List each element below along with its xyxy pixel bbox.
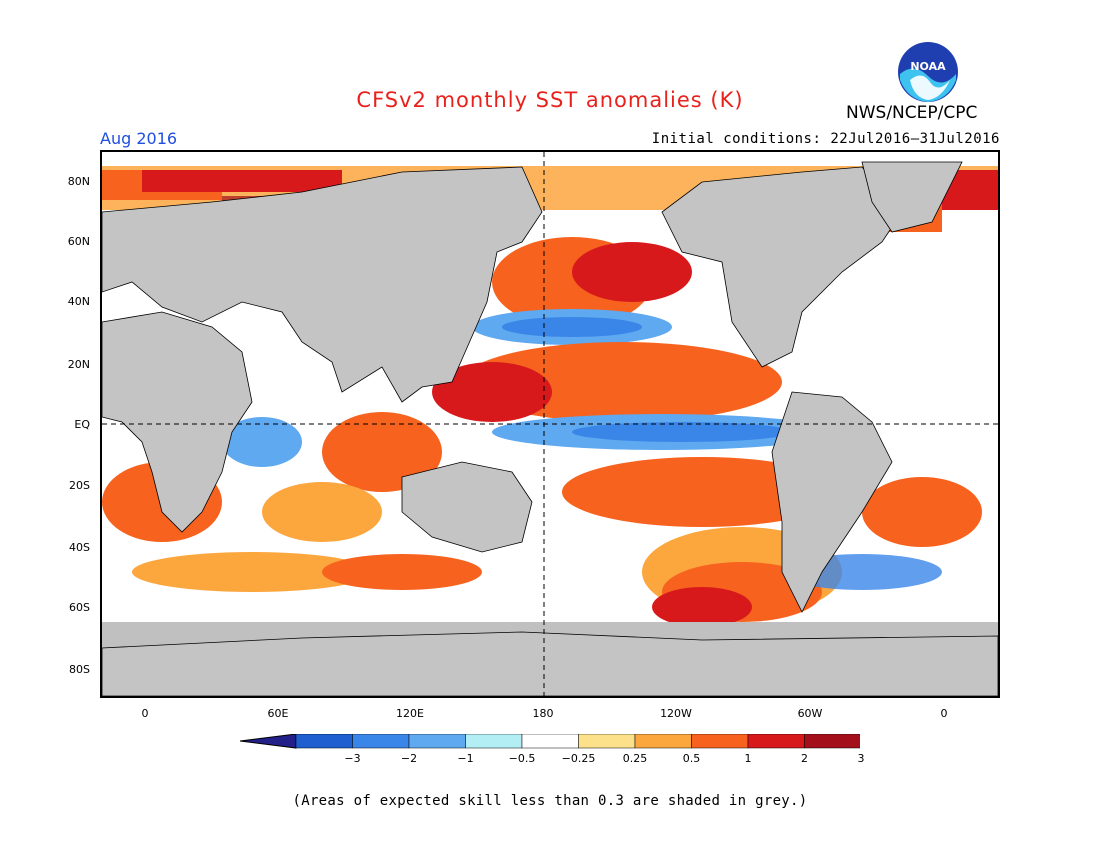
colorbar-swatch [352, 733, 410, 749]
colorbar-swatch [747, 733, 805, 749]
latitude-label: 80N [67, 175, 90, 188]
longitude-label: 60W [797, 707, 823, 720]
latitude-label: 20S [69, 479, 90, 492]
colorbar-label: 2 [801, 752, 808, 765]
colorbar-swatch [804, 733, 862, 749]
colorbar-swatch [521, 733, 579, 749]
longitude-label: 0 [141, 707, 149, 720]
latitude-label: 60S [69, 601, 90, 614]
logo-text: NOAA [910, 60, 946, 73]
colorbar-label: −0.5 [508, 752, 536, 765]
colorbar-label: −1 [457, 752, 474, 765]
colorbar-swatch [295, 733, 353, 749]
initial-conditions: Initial conditions: 22Jul2016–31Jul2016 [651, 131, 1000, 147]
colorbar-swatch [465, 733, 523, 749]
noaa-logo: NOAA [896, 40, 960, 108]
colorbar-svg [239, 733, 918, 749]
colorbar [239, 733, 918, 754]
land [102, 161, 998, 696]
colorbar-min-arrow [239, 733, 297, 749]
colorbar-label: 3 [857, 752, 865, 765]
latitude-label: 60N [67, 235, 90, 248]
colorbar-label: 0.5 [682, 752, 701, 765]
colorbar-swatch [578, 733, 636, 749]
map-svg [102, 152, 998, 696]
longitude-label: 120W [660, 707, 692, 720]
colorbar-swatch [634, 733, 692, 749]
colorbar-swatch [408, 733, 466, 749]
latitude-label: 40S [69, 541, 90, 554]
agency-label: NWS/NCEP/CPC [846, 103, 978, 123]
colorbar-label: 0.25 [622, 752, 648, 765]
colorbar-swatch [691, 733, 749, 749]
skill-footnote: (Areas of expected skill less than 0.3 a… [292, 793, 808, 809]
forecast-month: Aug 2016 [100, 129, 178, 148]
colorbar-label: −0.25 [561, 752, 596, 765]
latitude-label: 80S [69, 663, 90, 676]
sst-anomaly-map [100, 150, 1000, 698]
map-title: CFSv2 monthly SST anomalies (K) [356, 88, 744, 112]
longitude-label: 120E [396, 707, 424, 720]
longitude-label: 60E [267, 707, 289, 720]
latitude-label: 40N [67, 295, 90, 308]
longitude-label: 0 [940, 707, 948, 720]
longitude-label: 180 [532, 707, 554, 720]
latitude-label: 20N [67, 358, 90, 371]
colorbar-label: −2 [400, 752, 418, 765]
colorbar-label: 1 [744, 752, 752, 765]
latitude-label: EQ [74, 418, 90, 431]
colorbar-label: −3 [344, 752, 361, 765]
